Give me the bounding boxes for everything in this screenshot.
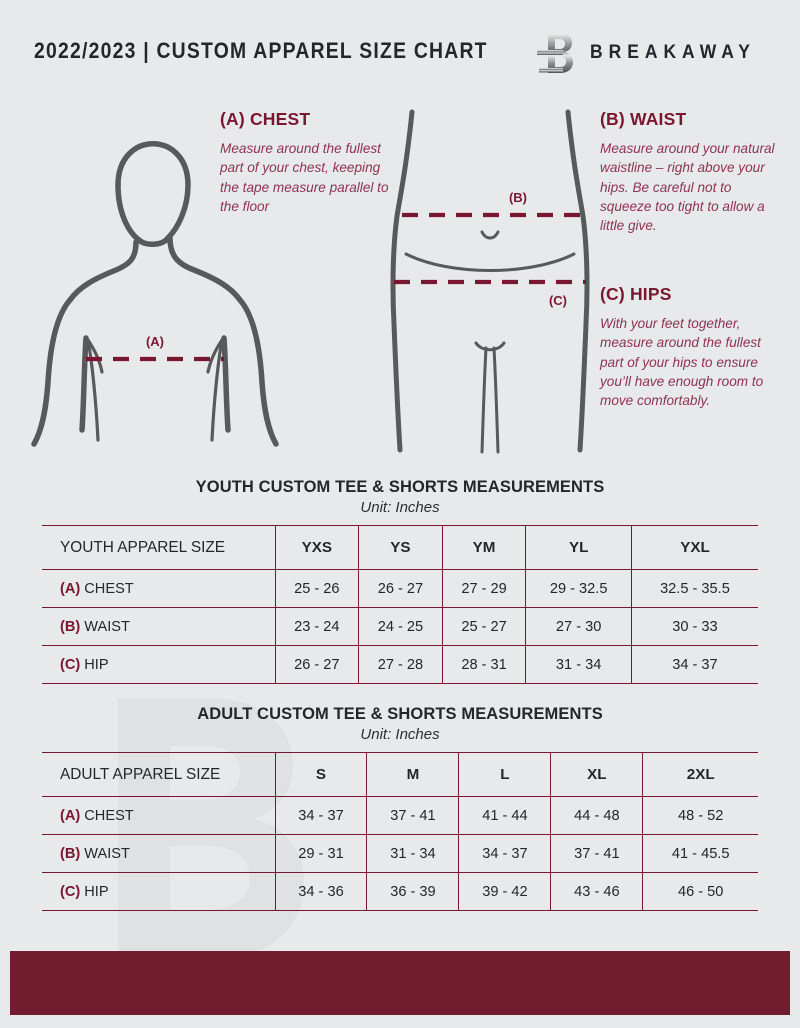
breakaway-b-monogram-icon: [534, 30, 576, 76]
adult-chest-m: 37 - 41: [366, 796, 459, 835]
adult-size-col-2: L: [458, 752, 551, 797]
adult-size-col-0: S: [274, 752, 367, 797]
row-name: WAIST: [84, 845, 130, 862]
footer-accent-bar: [10, 951, 790, 1015]
callout-hips: (C) HIPS With your feet together, measur…: [600, 284, 778, 410]
youth-waist-ys: 24 - 25: [358, 607, 443, 646]
callout-waist-title: (B) WAIST: [600, 109, 687, 129]
youth-size-col-0: YXS: [274, 525, 359, 570]
youth-chest-yxl: 32.5 - 35.5: [630, 569, 758, 608]
youth-chest-ym: 27 - 29: [441, 569, 526, 608]
waist-measure-label: (B): [509, 190, 527, 205]
adult-table-unit: Unit: Inches: [360, 726, 440, 743]
youth-size-col-3: YL: [525, 525, 632, 570]
youth-measurements-section: YOUTH CUSTOM TEE & SHORTS MEASUREMENTS U…: [42, 478, 758, 684]
adult-size-col-3: XL: [550, 752, 643, 797]
adult-hip-s: 34 - 36: [274, 872, 367, 911]
adult-size-col-4: 2XL: [642, 752, 758, 797]
youth-hip-ym: 28 - 31: [441, 645, 526, 684]
table-row: (A) CHEST 34 - 37 37 - 41 41 - 44 44 - 48…: [42, 796, 758, 835]
youth-apparel-size-header: YOUTH APPAREL SIZE: [42, 525, 275, 570]
callout-chest-body: Measure around the fullest part of your …: [220, 141, 389, 214]
youth-hip-yxl: 34 - 37: [630, 645, 758, 684]
callout-hips-body: With your feet together, measure around …: [600, 316, 764, 409]
adult-hip-m: 36 - 39: [366, 872, 459, 911]
callout-chest: (A) CHEST Measure around the fullest par…: [220, 109, 395, 216]
page-header: 2022/2023 | CUSTOM APPAREL SIZE CHART: [0, 0, 800, 96]
adult-row-label-chest: (A) CHEST: [42, 796, 275, 835]
adult-row-label-hip: (C) HIP: [42, 872, 275, 911]
adult-chest-xl: 44 - 48: [550, 796, 643, 835]
row-tag: (B): [60, 618, 81, 635]
youth-size-col-1: YS: [358, 525, 443, 570]
youth-hip-yl: 31 - 34: [525, 645, 632, 684]
table-row: (B) WAIST 23 - 24 24 - 25 25 - 27 27 - 30…: [42, 607, 758, 646]
youth-size-col-4: YXL: [630, 525, 758, 570]
table-header-row: ADULT APPAREL SIZE S M L XL 2XL: [42, 752, 758, 797]
brand-wordmark: BREAKAWAY: [589, 42, 756, 63]
youth-section-head: YOUTH CUSTOM TEE & SHORTS MEASUREMENTS U…: [42, 478, 758, 516]
row-name: CHEST: [84, 580, 134, 597]
callout-waist-body: Measure around your natural waistline – …: [600, 141, 775, 234]
row-tag: (A): [60, 807, 81, 824]
brand-block: BREAKAWAY: [534, 30, 770, 76]
adult-apparel-size-header: ADULT APPAREL SIZE: [42, 752, 275, 797]
youth-row-label-hip: (C) HIP: [42, 645, 275, 684]
adult-chest-l: 41 - 44: [458, 796, 551, 835]
youth-hip-yxs: 26 - 27: [274, 645, 359, 684]
adult-waist-xl: 37 - 41: [550, 834, 643, 873]
row-name: WAIST: [84, 618, 130, 635]
adult-hip-l: 39 - 42: [458, 872, 551, 911]
adult-measurements-section: ADULT CUSTOM TEE & SHORTS MEASUREMENTS U…: [42, 705, 758, 911]
adult-waist-m: 31 - 34: [366, 834, 459, 873]
upper-body-illustration: (A): [18, 100, 288, 455]
row-tag: (C): [60, 656, 81, 673]
youth-chest-yl: 29 - 32.5: [525, 569, 632, 608]
row-tag: (C): [60, 883, 81, 900]
row-name: HIP: [84, 883, 109, 900]
youth-hip-ys: 27 - 28: [358, 645, 443, 684]
youth-row-label-waist: (B) WAIST: [42, 607, 275, 646]
table-header-row: YOUTH APPAREL SIZE YXS YS YM YL YXL: [42, 525, 758, 570]
adult-hip-xl: 43 - 46: [550, 872, 643, 911]
page-title: 2022/2023 | CUSTOM APPAREL SIZE CHART: [34, 38, 488, 63]
hip-measure-label: (C): [549, 293, 567, 308]
table-row: (A) CHEST 25 - 26 26 - 27 27 - 29 29 - 32…: [42, 569, 758, 608]
youth-waist-yxs: 23 - 24: [274, 607, 359, 646]
adult-row-label-waist: (B) WAIST: [42, 834, 275, 873]
adult-waist-2xl: 41 - 45.5: [642, 834, 758, 873]
adult-waist-s: 29 - 31: [274, 834, 367, 873]
chest-measure-label: (A): [146, 334, 164, 349]
lower-body-illustration: (B) (C): [390, 106, 590, 459]
adult-table-title: ADULT CUSTOM TEE & SHORTS MEASUREMENTS: [197, 705, 603, 723]
youth-size-col-2: YM: [441, 525, 526, 570]
table-row: (B) WAIST 29 - 31 31 - 34 34 - 37 37 - 41…: [42, 834, 758, 873]
callout-waist: (B) WAIST Measure around your natural wa…: [600, 109, 775, 235]
callout-hips-title: (C) HIPS: [600, 284, 672, 304]
youth-waist-yl: 27 - 30: [525, 607, 632, 646]
youth-waist-ym: 25 - 27: [441, 607, 526, 646]
callout-chest-title: (A) CHEST: [220, 109, 311, 129]
table-row: (C) HIP 34 - 36 36 - 39 39 - 42 43 - 46 4…: [42, 872, 758, 911]
youth-table-unit: Unit: Inches: [360, 499, 440, 516]
adult-size-table: ADULT APPAREL SIZE S M L XL 2XL (A) CHEST…: [42, 752, 758, 911]
row-tag: (B): [60, 845, 81, 862]
youth-chest-ys: 26 - 27: [358, 569, 443, 608]
adult-size-col-1: M: [366, 752, 459, 797]
adult-chest-2xl: 48 - 52: [642, 796, 758, 835]
adult-waist-l: 34 - 37: [458, 834, 551, 873]
youth-waist-yxl: 30 - 33: [630, 607, 758, 646]
youth-row-label-chest: (A) CHEST: [42, 569, 275, 608]
adult-hip-2xl: 46 - 50: [642, 872, 758, 911]
youth-table-title: YOUTH CUSTOM TEE & SHORTS MEASUREMENTS: [195, 478, 605, 496]
youth-chest-yxs: 25 - 26: [274, 569, 359, 608]
row-tag: (A): [60, 580, 81, 597]
adult-section-head: ADULT CUSTOM TEE & SHORTS MEASUREMENTS U…: [42, 705, 758, 743]
row-name: HIP: [84, 656, 109, 673]
row-name: CHEST: [84, 807, 134, 824]
table-row: (C) HIP 26 - 27 27 - 28 28 - 31 31 - 34 3…: [42, 645, 758, 684]
adult-chest-s: 34 - 37: [274, 796, 367, 835]
youth-size-table: YOUTH APPAREL SIZE YXS YS YM YL YXL (A) C…: [42, 525, 758, 684]
